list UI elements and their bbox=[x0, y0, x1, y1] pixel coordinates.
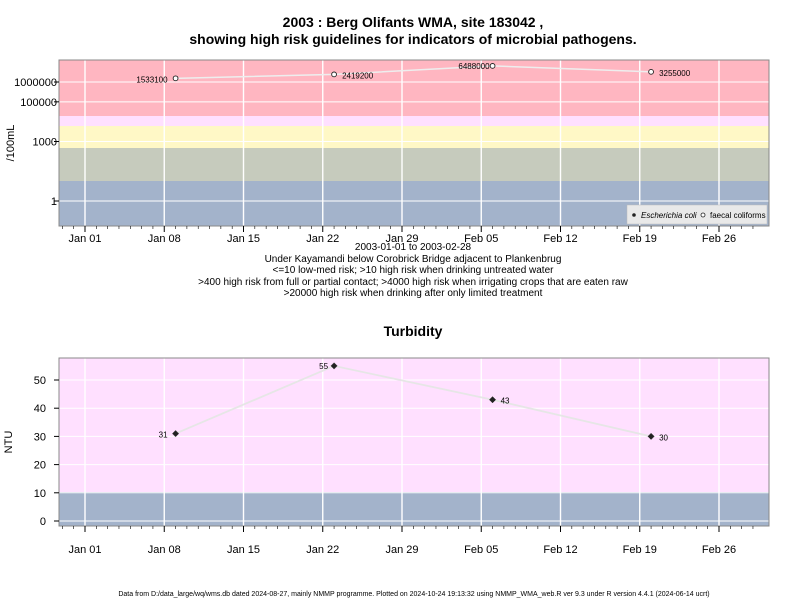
band-turbidity-low bbox=[59, 492, 769, 526]
turbidity-point bbox=[172, 430, 180, 438]
footer-note: Data from D:/data_large/wq/wms.db dated … bbox=[118, 591, 709, 598]
data-label: 31 bbox=[159, 431, 168, 440]
caption-guideline-1: <=10 low-med risk; >10 high risk when dr… bbox=[273, 265, 555, 276]
x-tick-label: Jan 15 bbox=[227, 544, 260, 556]
x-tick-label: Jan 08 bbox=[148, 233, 181, 245]
turbidity-point bbox=[647, 432, 655, 440]
y-tick-label: 50 bbox=[34, 375, 46, 387]
chart-title: 2003 : Berg Olifants WMA, site 183042 , bbox=[283, 14, 544, 30]
band-irrigation-risk bbox=[59, 126, 769, 148]
y-axis-label: NTU bbox=[3, 431, 15, 454]
turbidity-point bbox=[489, 396, 497, 404]
data-label: 6488000 bbox=[458, 62, 490, 71]
y-tick-label: 30 bbox=[34, 431, 46, 443]
y-tick-label: 0 bbox=[40, 516, 46, 528]
faecal-coliforms-point bbox=[172, 75, 179, 82]
legend-faecal-marker bbox=[700, 212, 706, 218]
data-label: 30 bbox=[659, 433, 668, 442]
x-tick-label: Feb 19 bbox=[623, 544, 657, 556]
x-tick-label: Jan 01 bbox=[68, 544, 101, 556]
band-contact-risk bbox=[59, 116, 769, 126]
caption-site: Under Kayamandi below Corobrick Bridge a… bbox=[265, 254, 562, 265]
x-tick-label: Feb 26 bbox=[702, 233, 736, 245]
y-tick-label: 20 bbox=[34, 460, 46, 472]
legend-box bbox=[626, 204, 768, 225]
turbidity-panel: 31 55 43 30 Jan 01 Jan 08 Jan 15 Jan 22 Jan 29 F… bbox=[3, 357, 770, 556]
turbidity-title: Turbidity bbox=[384, 323, 443, 339]
legend-faecal-label: faecal coliforms bbox=[710, 211, 766, 220]
data-label: 55 bbox=[319, 362, 328, 371]
faecal-coliforms-line bbox=[175, 65, 652, 80]
y-tick-label: 1000000 bbox=[14, 77, 57, 89]
x-tick-label: Feb 12 bbox=[543, 544, 577, 556]
y-tick-label: 100000 bbox=[20, 97, 57, 109]
x-tick-label: Jan 15 bbox=[227, 233, 260, 245]
data-label: 1533100 bbox=[136, 75, 168, 84]
x-tick-label: Feb 19 bbox=[623, 233, 657, 245]
band-turbidity-high bbox=[59, 358, 769, 492]
y-tick-label: 1000 bbox=[33, 137, 57, 149]
x-tick-label: Jan 01 bbox=[68, 233, 101, 245]
faecal-coliforms-point bbox=[648, 68, 654, 75]
plot-frame bbox=[58, 59, 770, 227]
caption-guideline-2: >400 high risk from full or partial cont… bbox=[198, 277, 628, 288]
caption-date-range: 2003-01-01 to 2003-02-28 bbox=[355, 242, 472, 253]
x-tick-label: Jan 22 bbox=[306, 233, 339, 245]
faecal-coliforms-point bbox=[489, 63, 496, 69]
band-drinking-risk bbox=[59, 148, 769, 181]
data-label: 2419200 bbox=[342, 71, 374, 80]
plot-frame bbox=[58, 357, 770, 527]
legend-ecoli-label: Escherichia coli bbox=[641, 211, 697, 220]
y-axis-label: /100mL bbox=[5, 125, 17, 162]
turbidity-point bbox=[330, 362, 338, 370]
legend-ecoli-marker bbox=[632, 213, 636, 217]
x-tick-label: Jan 08 bbox=[148, 544, 181, 556]
caption-guideline-3: >20000 high risk when drinking after onl… bbox=[284, 288, 543, 299]
y-tick-label: 40 bbox=[34, 403, 46, 415]
chart-subtitle: showing high risk guidelines for indicat… bbox=[189, 31, 636, 47]
data-label: 3255000 bbox=[659, 69, 691, 78]
y-tick-label: 1 bbox=[51, 196, 57, 208]
y-tick-label: 10 bbox=[34, 488, 46, 500]
x-tick-label: Feb 05 bbox=[464, 233, 498, 245]
microbial-panel: 1533100 2419200 6488000 3255000 Jan 01 Jan 0… bbox=[5, 59, 770, 299]
data-label: 43 bbox=[501, 397, 510, 406]
x-tick-label: Feb 12 bbox=[543, 233, 577, 245]
faecal-coliforms-point bbox=[331, 71, 337, 78]
turbidity-line bbox=[175, 364, 652, 438]
legend: Escherichia coli faecal coliforms bbox=[626, 204, 768, 225]
x-tick-label: Jan 29 bbox=[385, 233, 418, 245]
x-tick-label: Jan 22 bbox=[306, 544, 339, 556]
x-tick-label: Feb 26 bbox=[702, 544, 736, 556]
x-tick-label: Jan 29 bbox=[385, 544, 418, 556]
x-tick-label: Feb 05 bbox=[464, 544, 498, 556]
